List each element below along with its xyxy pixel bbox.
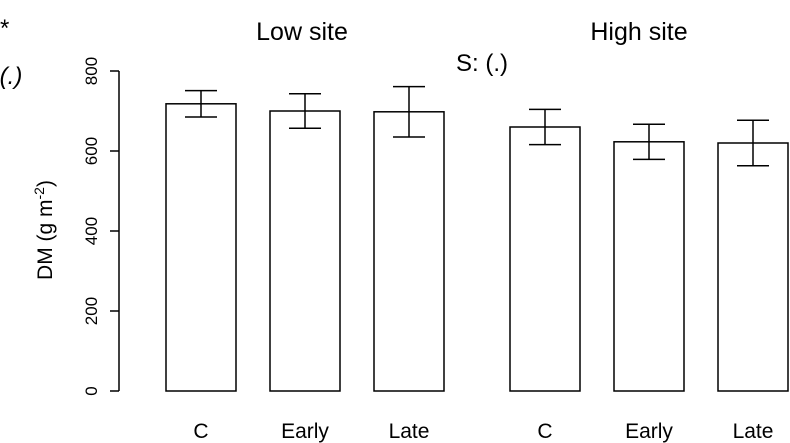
y-tick-label: 600 — [82, 137, 101, 165]
bar — [373, 111, 445, 392]
bar — [717, 142, 789, 392]
panel-title-high-site: High site — [590, 18, 687, 46]
x-tick-label: Late — [389, 420, 430, 443]
annotation-paren: (.) — [0, 63, 22, 90]
x-tick-label: Early — [625, 420, 673, 443]
y-tick-label: 200 — [82, 297, 101, 325]
x-tick-label: Late — [733, 420, 774, 443]
y-tick-label: 0 — [82, 386, 101, 395]
x-tick-label: C — [193, 420, 208, 443]
annotation-star: * — [0, 15, 9, 42]
x-tick-label: Early — [281, 420, 329, 443]
y-tick-label: 800 — [82, 57, 101, 85]
y-axis-label: DM (g m-2) — [31, 180, 57, 280]
stats-annotation: S: (.) — [456, 50, 508, 77]
bar — [509, 126, 581, 392]
bar — [613, 141, 685, 392]
y-tick-label: 400 — [82, 217, 101, 245]
y-axis: 0 200 400 600 800 — [82, 57, 120, 396]
bar — [165, 103, 237, 392]
panel-title-low-site: Low site — [256, 18, 348, 46]
bars: C Early Late C Early Late — [165, 85, 789, 443]
bar — [269, 110, 341, 392]
x-tick-label: C — [537, 420, 552, 443]
